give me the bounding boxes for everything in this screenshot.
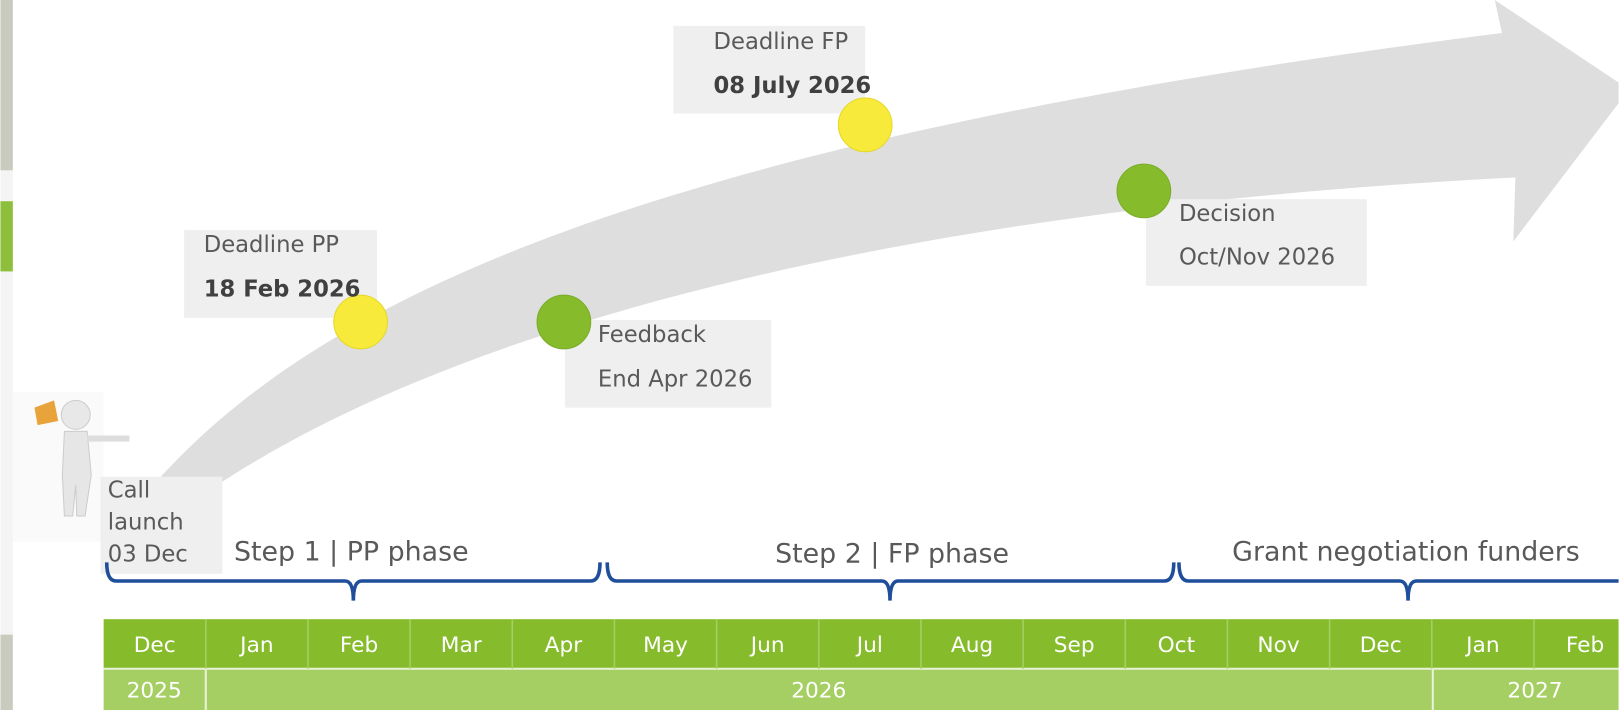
year-label: 2025 [127,678,182,703]
month-label: Mar [441,633,482,658]
milestone-dot [537,295,591,349]
phase-label: Step 2 | FP phase [775,539,1009,570]
month-label: Jul [855,633,883,658]
month-label: Dec [134,633,176,658]
month-label: Sep [1054,633,1095,658]
milestone-title: Deadline PP [204,232,339,258]
milestone-title: Feedback [598,322,707,348]
year-label: 2026 [791,678,846,703]
month-label: Nov [1257,633,1299,658]
month-label: Dec [1360,633,1402,658]
year-bar [104,669,1619,710]
month-label: Jan [1464,633,1499,658]
month-label: May [643,633,688,658]
month-label: Jan [238,633,273,658]
milestone-date: 08 July 2026 [714,73,872,99]
call-launch-wrap: Call launch 03 Dec [108,475,222,578]
milestone-dot [1117,164,1171,218]
milestone-title: Decision [1179,201,1276,227]
month-label: Aug [951,633,993,658]
month-label: Jun [749,633,785,658]
background-strip [0,201,12,271]
year-label: 2027 [1507,678,1562,703]
milestone-date: Oct/Nov 2026 [1179,244,1335,270]
milestone-date: 18 Feb 2026 [204,276,361,302]
background-strip [0,635,12,710]
milestone-dot [334,295,388,349]
background-strip [0,0,12,170]
page: { "call_launch": "Call launch 03 Dec", "… [0,0,1619,710]
month-label: Feb [340,633,378,658]
call-launch: Call launch 03 Dec [108,475,195,571]
timeline: Deadline PP 18 Feb 2026 Feedback End Apr… [0,0,1619,710]
month-label: Oct [1158,633,1195,658]
month-label: Apr [545,633,583,658]
milestone-dot [838,98,892,152]
phase-label: Step 1 | PP phase [234,537,469,568]
milestone-date: End Apr 2026 [598,366,753,392]
month-label: Feb [1566,633,1604,658]
phase-label: Grant negotiation funders [1232,537,1580,568]
milestone-title: Deadline FP [714,29,849,55]
